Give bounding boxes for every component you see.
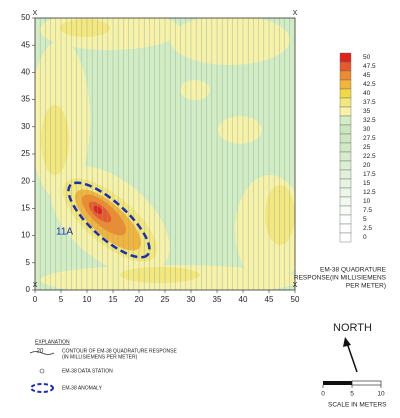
legend-label: 47.5 bbox=[363, 63, 376, 70]
x-tick-label: 30 bbox=[187, 295, 196, 304]
y-tick-label: 30 bbox=[21, 122, 30, 131]
legend-label: 25 bbox=[363, 144, 371, 151]
y-tick-label: 50 bbox=[21, 13, 30, 22]
contour-sample-label: 20 bbox=[37, 349, 44, 355]
y-tick-label: 0 bbox=[26, 285, 31, 294]
corner-mark: X bbox=[33, 282, 38, 289]
corner-mark: X bbox=[33, 10, 38, 17]
legend-swatch bbox=[339, 124, 352, 135]
contour-sample-line bbox=[29, 351, 55, 355]
legend-swatch bbox=[339, 79, 352, 90]
legend-title: RESPONSE(IN MILLISIEMENS bbox=[294, 275, 387, 282]
legend-swatch bbox=[339, 160, 352, 171]
legend-label: 50 bbox=[363, 54, 371, 61]
x-tick-label: 35 bbox=[213, 295, 222, 304]
y-tick-label: 45 bbox=[21, 40, 30, 49]
y-tick-label: 25 bbox=[21, 149, 30, 158]
legend-label: 32.5 bbox=[363, 117, 376, 124]
legend-swatch bbox=[339, 115, 352, 126]
x-tick-label: 0 bbox=[33, 295, 38, 304]
legend-label: 15 bbox=[363, 180, 371, 187]
legend-swatch bbox=[339, 169, 352, 180]
legend-label: 20 bbox=[363, 162, 371, 169]
scale-bar-white bbox=[351, 380, 382, 386]
x-tick-label: 50 bbox=[291, 295, 300, 304]
scale-tick-label: 0 bbox=[321, 391, 325, 398]
legend-title: PER METER) bbox=[346, 283, 386, 290]
legend-title: EM-38 QUADRATURE bbox=[320, 267, 387, 274]
legend-label: 40 bbox=[363, 90, 371, 97]
y-tick-label: 15 bbox=[21, 204, 30, 213]
scale-tick-label: 10 bbox=[377, 391, 385, 398]
legend-label: 7.5 bbox=[363, 207, 372, 214]
x-tick-label: 20 bbox=[135, 295, 144, 304]
contour-text: CONTOUR OF EM-38 QUADRATURE RESPONSE bbox=[62, 348, 177, 354]
legend-swatch bbox=[339, 52, 352, 63]
legend-swatch bbox=[339, 151, 352, 162]
north-label: NORTH bbox=[333, 322, 372, 334]
corner-mark: X bbox=[293, 10, 298, 17]
legend-swatch bbox=[339, 133, 352, 144]
x-tick-label: 10 bbox=[83, 295, 92, 304]
x-tick-label: 5 bbox=[59, 295, 64, 304]
contour-text: (IN MILLISIEMENS PER METER) bbox=[62, 354, 138, 360]
legend-label: 27.5 bbox=[363, 135, 376, 142]
station-symbol bbox=[39, 368, 45, 374]
legend-label: 17.5 bbox=[363, 171, 376, 178]
legend-swatch bbox=[339, 196, 352, 207]
legend-label: 2.5 bbox=[363, 225, 372, 232]
legend-label: 12.5 bbox=[363, 189, 376, 196]
legend-swatch bbox=[339, 61, 352, 72]
y-tick-label: 35 bbox=[21, 95, 30, 104]
legend-swatch bbox=[339, 178, 352, 189]
station-text: EM-38 DATA STATION bbox=[62, 368, 113, 374]
y-tick-label: 10 bbox=[21, 231, 30, 240]
station-lines bbox=[40, 18, 290, 290]
scale-tick-label: 5 bbox=[350, 391, 354, 398]
legend-swatch bbox=[339, 142, 352, 153]
explanation-heading: EXPLANATION bbox=[35, 339, 70, 345]
scale-label: SCALE IN METERS bbox=[328, 402, 387, 409]
legend-swatch bbox=[339, 187, 352, 198]
contour-map bbox=[35, 18, 295, 290]
y-tick-label: 20 bbox=[21, 176, 30, 185]
legend-swatch bbox=[339, 70, 352, 81]
north-arrow bbox=[346, 342, 358, 373]
legend-swatch bbox=[339, 232, 352, 243]
zone-50 bbox=[93, 205, 103, 215]
legend-label: 45 bbox=[363, 72, 371, 79]
legend-swatch bbox=[339, 205, 352, 216]
legend-swatch bbox=[339, 97, 352, 108]
anomaly-symbol bbox=[30, 383, 54, 393]
legend-swatch bbox=[339, 88, 352, 99]
x-tick-label: 40 bbox=[239, 295, 248, 304]
legend-swatch bbox=[339, 106, 352, 117]
anomaly-outline bbox=[67, 181, 151, 259]
legend-label: 42.5 bbox=[363, 81, 376, 88]
legend-label: 37.5 bbox=[363, 99, 376, 106]
y-tick-label: 5 bbox=[26, 258, 31, 267]
x-tick-label: 25 bbox=[161, 295, 170, 304]
legend-swatch bbox=[339, 214, 352, 225]
corner-mark: X bbox=[293, 282, 298, 289]
legend-label: 35 bbox=[363, 108, 371, 115]
x-tick-label: 15 bbox=[109, 295, 118, 304]
legend-label: 5 bbox=[363, 216, 367, 223]
legend-label: 10 bbox=[363, 198, 371, 205]
scale-bar-black bbox=[323, 381, 352, 385]
legend-label: 0 bbox=[363, 234, 367, 241]
anomaly-label: 11A bbox=[56, 227, 73, 238]
legend-swatch bbox=[339, 223, 352, 234]
anomaly-text: EM-38 ANOMALY bbox=[62, 385, 103, 391]
legend-label: 30 bbox=[363, 126, 371, 133]
north-arrowhead bbox=[343, 337, 351, 347]
x-tick-label: 45 bbox=[265, 295, 274, 304]
legend-label: 22.5 bbox=[363, 153, 376, 160]
y-tick-label: 40 bbox=[21, 68, 30, 77]
